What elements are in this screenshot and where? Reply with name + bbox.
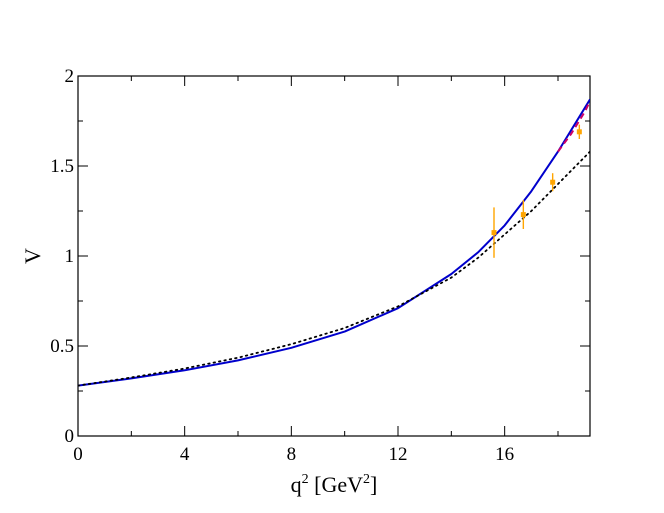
x-tick-label: 12	[389, 444, 408, 465]
y-tick-label: 0	[65, 426, 75, 447]
x-axis-label-base: q	[291, 472, 302, 497]
data-point	[520, 212, 526, 218]
plot-frame	[77, 75, 591, 437]
data-point	[550, 179, 556, 185]
series-line-dashed	[557, 100, 590, 153]
x-tick-label: 16	[495, 444, 514, 465]
x-tick-label: 0	[73, 444, 83, 465]
data-point	[491, 230, 497, 236]
tick-labels: 0 4 8 12 16 0 0.5 1 1.5 2	[50, 66, 514, 465]
x-axis-label: q2 [GeV2]	[291, 472, 378, 497]
y-tick-label: 2	[65, 66, 75, 87]
series-line-dotted	[78, 150, 590, 387]
x-axis-label-end: ]	[370, 472, 377, 497]
data-point	[576, 129, 582, 135]
x-axis-label-mid: [GeV	[309, 472, 363, 497]
x-axis-label-sup2: 2	[363, 472, 370, 487]
x-tick-label: 4	[180, 444, 190, 465]
y-axis-label: V	[20, 248, 45, 264]
series-line-solid	[78, 98, 590, 387]
x-axis-label-sup1: 2	[302, 472, 309, 487]
y-tick-label: 1.5	[50, 156, 74, 177]
series-layer	[78, 98, 590, 387]
y-tick-label: 1	[65, 246, 75, 267]
y-tick-label: 0.5	[50, 336, 74, 357]
x-tick-label: 8	[287, 444, 297, 465]
axis-ticks	[77, 75, 590, 437]
